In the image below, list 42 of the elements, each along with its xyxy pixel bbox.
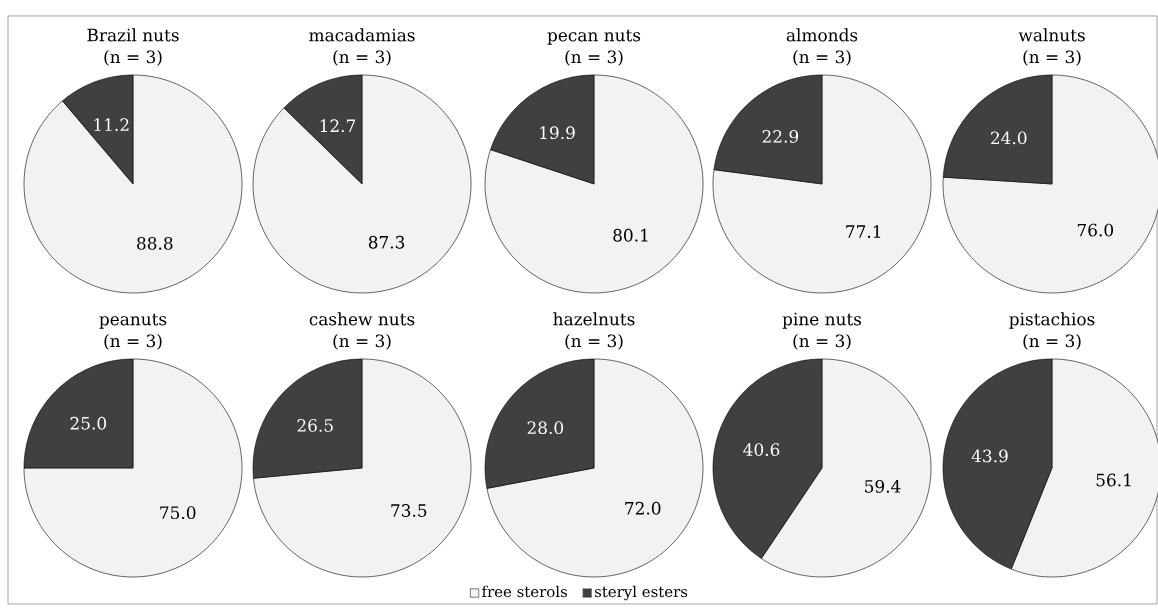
data-label: 59.4 (865, 479, 901, 493)
data-label: 76.0 (1077, 223, 1114, 237)
chart-title: pistachios (1009, 312, 1095, 329)
data-label: 12.7 (320, 119, 356, 133)
chart-title: pecan nuts (547, 29, 641, 45)
chart-title: Brazil nuts (87, 28, 179, 42)
data-label: 73.5 (391, 504, 427, 517)
chart-subtitle: (n = 3) (104, 50, 162, 66)
chart-subtitle: (n = 3) (565, 50, 623, 66)
data-label: 28.0 (527, 421, 564, 435)
chart-subtitle: (n = 3) (1023, 50, 1081, 66)
data-label: 11.2 (94, 118, 129, 132)
data-label: 72.0 (625, 501, 661, 515)
chart-title: pine nuts (782, 312, 862, 329)
data-label: 80.1 (613, 228, 648, 242)
chart-subtitle: (n = 3) (565, 334, 623, 350)
chart-subtitle: (n = 3) (333, 334, 391, 350)
chart-title: macadamias (309, 28, 415, 42)
chart-subtitle: (n = 3) (793, 50, 851, 66)
chart-title: peanuts (99, 313, 167, 329)
chart-title: hazelnuts (553, 312, 635, 326)
chart-title: walnuts (1018, 28, 1085, 42)
data-label: 87.3 (368, 235, 405, 249)
data-label: 43.9 (971, 449, 1008, 463)
data-label: 77.1 (846, 225, 881, 238)
legend-label: free sterols (482, 585, 567, 598)
data-label: 24.0 (991, 131, 1027, 145)
data-label: 88.8 (137, 236, 173, 250)
legend-label: steryl esters (594, 585, 688, 601)
chart-subtitle: (n = 3) (1023, 334, 1081, 350)
chart-subtitle: (n = 3) (104, 334, 162, 350)
data-label: 56.1 (1096, 473, 1131, 487)
chart-subtitle: (n = 3) (333, 50, 391, 66)
data-label: 75.0 (160, 506, 196, 520)
data-label: 19.9 (540, 126, 575, 140)
data-label: 25.0 (70, 416, 107, 430)
data-label: 40.6 (743, 443, 780, 456)
chart-title: almonds (786, 28, 858, 42)
chart-subtitle: (n = 3) (793, 334, 851, 350)
data-label: 26.5 (297, 419, 333, 432)
chart-title: cashew nuts (309, 312, 415, 326)
data-label: 22.9 (762, 130, 799, 143)
